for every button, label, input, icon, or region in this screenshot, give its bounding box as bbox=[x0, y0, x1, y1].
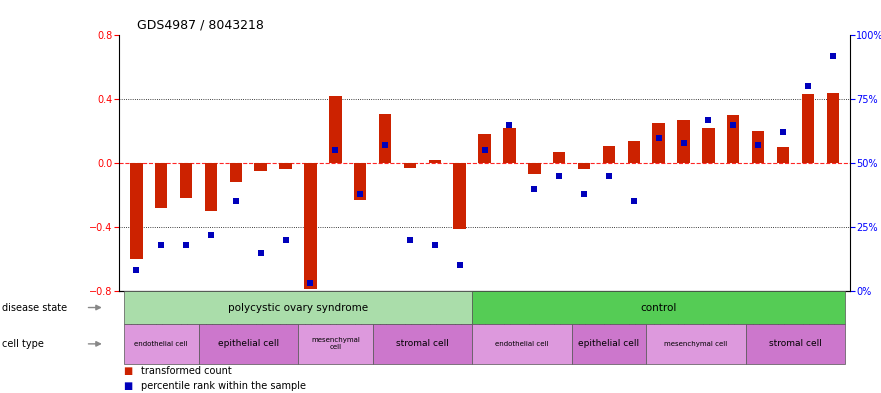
Text: stromal cell: stromal cell bbox=[769, 340, 822, 348]
Point bbox=[527, 185, 541, 192]
Point bbox=[179, 242, 193, 248]
Bar bbox=[826, 93, 839, 163]
Bar bbox=[603, 145, 615, 163]
Bar bbox=[578, 163, 590, 169]
Bar bbox=[454, 163, 466, 229]
Bar bbox=[802, 94, 814, 163]
Bar bbox=[403, 163, 416, 168]
Bar bbox=[503, 128, 515, 163]
Point bbox=[825, 53, 840, 59]
Point bbox=[353, 191, 367, 197]
Point bbox=[602, 173, 616, 179]
Bar bbox=[727, 115, 739, 163]
Point bbox=[776, 129, 790, 136]
Point bbox=[403, 237, 417, 243]
Bar bbox=[528, 163, 541, 174]
Bar bbox=[155, 163, 167, 208]
Bar bbox=[204, 163, 218, 211]
Bar bbox=[627, 141, 640, 163]
Point bbox=[428, 242, 442, 248]
Text: epithelial cell: epithelial cell bbox=[218, 340, 278, 348]
Bar bbox=[653, 123, 665, 163]
Text: mesenchymal
cell: mesenchymal cell bbox=[311, 337, 359, 351]
Text: GDS4987 / 8043218: GDS4987 / 8043218 bbox=[137, 18, 263, 31]
Point bbox=[478, 147, 492, 153]
Text: endothelial cell: endothelial cell bbox=[495, 341, 549, 347]
Text: transformed count: transformed count bbox=[141, 366, 232, 376]
Point bbox=[254, 249, 268, 255]
Point bbox=[278, 237, 292, 243]
Bar bbox=[428, 160, 441, 163]
Text: endothelial cell: endothelial cell bbox=[135, 341, 188, 347]
Point bbox=[329, 147, 343, 153]
Text: epithelial cell: epithelial cell bbox=[578, 340, 640, 348]
Bar bbox=[180, 163, 192, 198]
Point bbox=[552, 173, 566, 179]
Bar bbox=[329, 96, 342, 163]
Point bbox=[229, 198, 243, 204]
Point bbox=[154, 242, 168, 248]
Point bbox=[502, 121, 516, 128]
Bar bbox=[354, 163, 366, 200]
Bar bbox=[304, 163, 316, 289]
Point bbox=[726, 121, 740, 128]
Text: polycystic ovary syndrome: polycystic ovary syndrome bbox=[228, 303, 368, 312]
Bar bbox=[379, 114, 391, 163]
Text: disease state: disease state bbox=[2, 303, 67, 312]
Bar bbox=[553, 152, 566, 163]
Point bbox=[577, 191, 591, 197]
Point bbox=[453, 262, 467, 268]
Bar bbox=[230, 163, 242, 182]
Bar bbox=[702, 128, 714, 163]
Bar bbox=[777, 147, 789, 163]
Bar bbox=[255, 163, 267, 171]
Text: cell type: cell type bbox=[2, 339, 44, 349]
Bar bbox=[130, 163, 143, 259]
Point bbox=[701, 116, 715, 123]
Point bbox=[751, 142, 766, 148]
Point bbox=[303, 280, 317, 286]
Bar bbox=[478, 134, 491, 163]
Point bbox=[677, 140, 691, 146]
Text: control: control bbox=[640, 303, 677, 312]
Point bbox=[801, 83, 815, 90]
Text: mesenchymal cell: mesenchymal cell bbox=[664, 341, 728, 347]
Text: ■: ■ bbox=[123, 381, 132, 391]
Text: stromal cell: stromal cell bbox=[396, 340, 448, 348]
Point bbox=[626, 198, 640, 204]
Bar bbox=[751, 131, 765, 163]
Point bbox=[204, 231, 218, 238]
Point bbox=[378, 142, 392, 148]
Bar bbox=[279, 163, 292, 169]
Text: ■: ■ bbox=[123, 366, 132, 376]
Point bbox=[130, 267, 144, 274]
Text: percentile rank within the sample: percentile rank within the sample bbox=[141, 381, 306, 391]
Bar bbox=[677, 120, 690, 163]
Point bbox=[652, 134, 666, 141]
